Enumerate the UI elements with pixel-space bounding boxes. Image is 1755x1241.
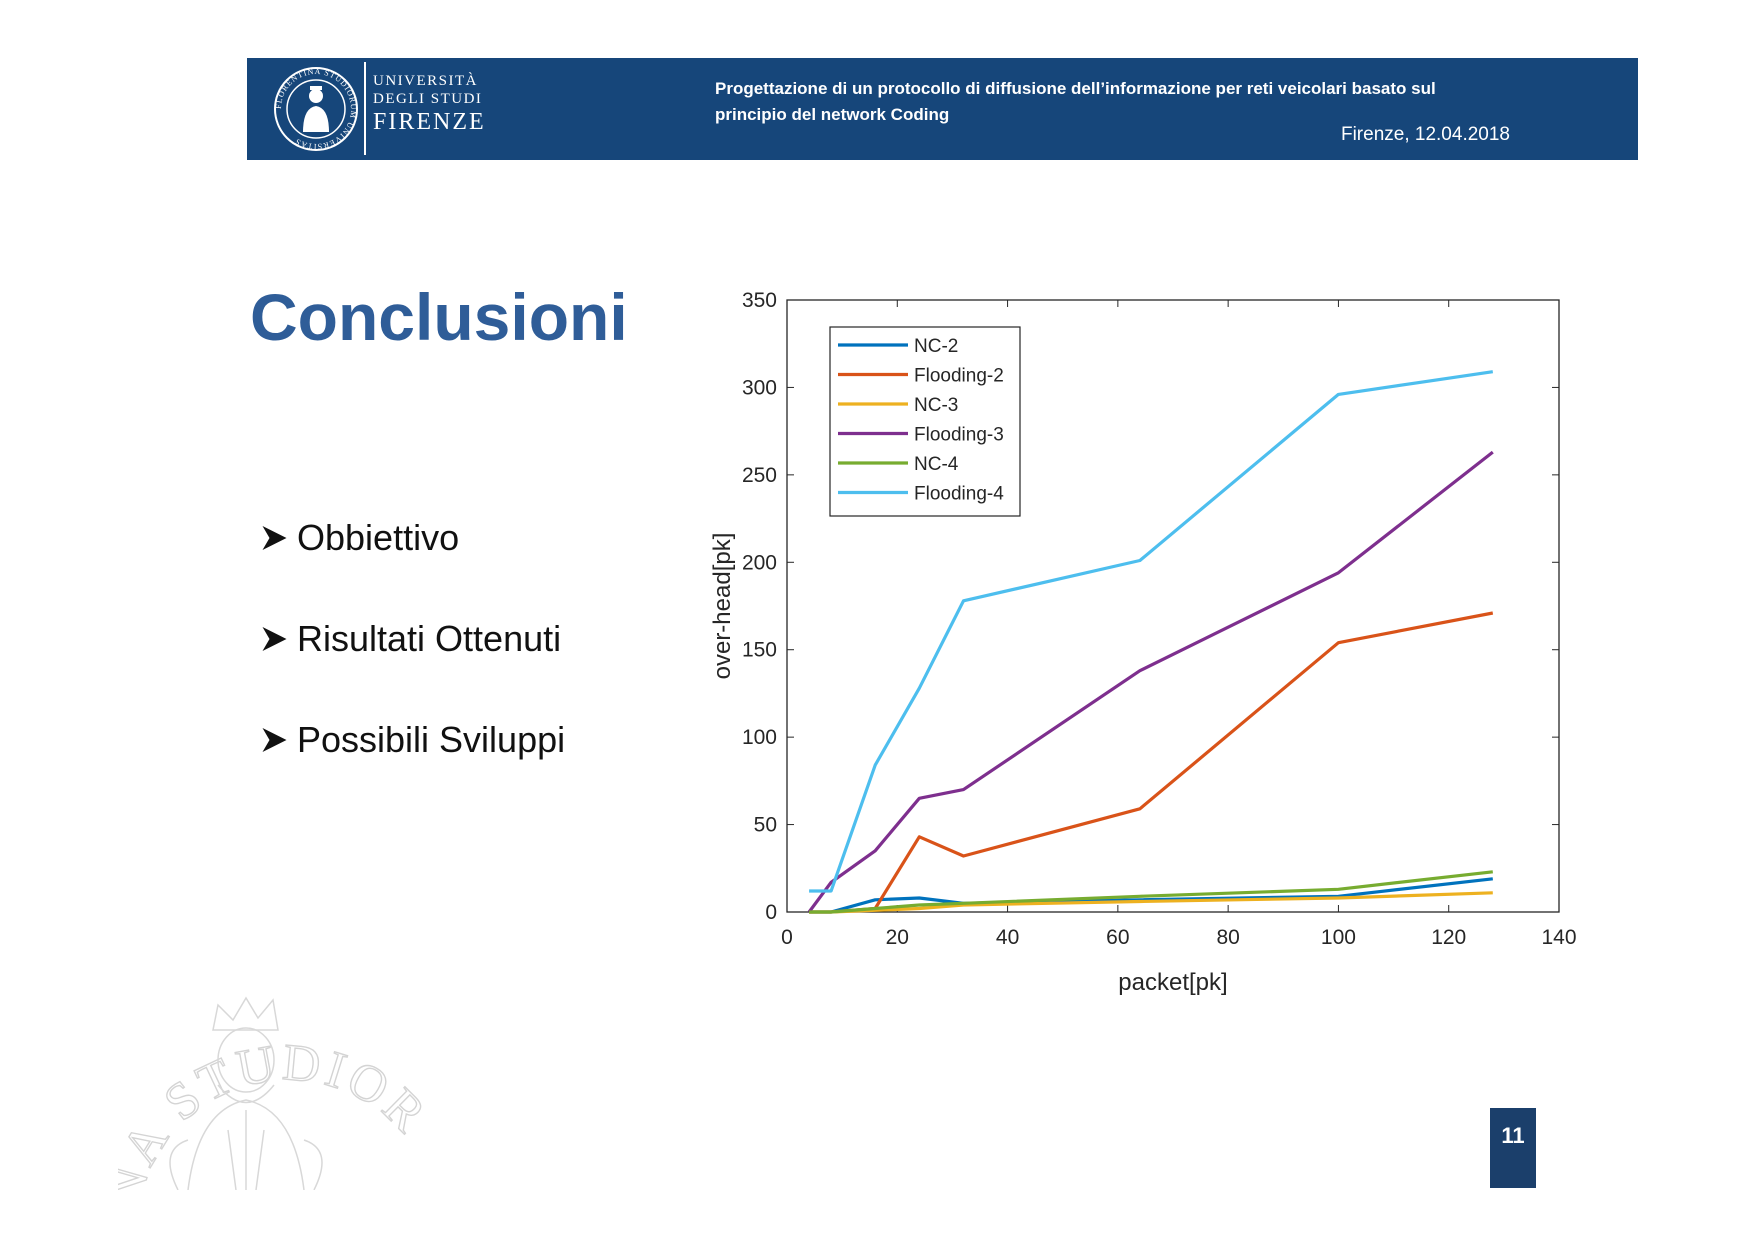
legend-box [829, 326, 1021, 517]
plot-area-frame [786, 299, 1560, 913]
university-name: UNIVERSITÀ DEGLI STUDI FIRENZE [373, 73, 486, 135]
y-tick-label: 0 [765, 901, 777, 924]
university-name-line3: FIRENZE [373, 109, 486, 135]
university-seal-watermark-icon: INA STUDIOR [118, 996, 439, 1190]
y-tick-label: 300 [742, 376, 777, 399]
y-tick-label: 350 [742, 289, 777, 312]
bullet-item: Obbiettivo [252, 520, 565, 621]
x-tick-label: 40 [996, 926, 1019, 949]
y-tick-label: 50 [754, 814, 777, 837]
university-name-line1: UNIVERSITÀ [373, 73, 478, 89]
y-axis-label: over-head[pk] [709, 533, 736, 680]
presentation-title-line1: Progettazione di un protocollo di diffus… [715, 79, 1436, 98]
x-tick-label: 60 [1106, 926, 1129, 949]
x-tick-label: 80 [1216, 926, 1239, 949]
x-tick-label: 0 [781, 926, 793, 949]
bullet-item: Risultati Ottenuti [252, 621, 565, 722]
arrowhead-bullet-icon [262, 526, 287, 550]
legend-entry: Flooding-2 [914, 366, 1004, 387]
presentation-title: Progettazione di un protocollo di diffus… [715, 76, 1535, 128]
presentation-date: Firenze, 12.04.2018 [1340, 124, 1510, 145]
series-line-nc-4 [809, 870, 1493, 914]
x-tick-label: 100 [1321, 926, 1356, 949]
university-name-line2: DEGLI STUDI [373, 91, 483, 107]
y-tick-label: 150 [742, 639, 777, 662]
svg-text:INA STUDIOR: INA STUDIOR [118, 1034, 439, 1190]
x-tick-label: 140 [1541, 926, 1576, 949]
series-line-flooding-3 [807, 450, 1494, 913]
bullet-text: Obbiettivo [297, 517, 460, 558]
y-tick-label: 100 [742, 726, 777, 749]
arrowhead-bullet-icon [262, 627, 287, 651]
page-number: 11 [1490, 1108, 1536, 1188]
legend-entry: Flooding-3 [914, 425, 1004, 446]
y-tick-label: 200 [742, 551, 777, 574]
slide-title: Conclusioni [250, 280, 628, 354]
legend-entry: NC-4 [914, 454, 959, 475]
legend-entry: NC-3 [914, 395, 958, 416]
y-tick-label: 250 [742, 464, 777, 487]
bullet-text: Possibili Sviluppi [297, 719, 566, 760]
university-seal-icon: FLORENTINA STUDIORUM UNIVERSITAS [274, 67, 358, 151]
legend-entry: Flooding-4 [914, 484, 1004, 505]
series-line-flooding-4 [809, 370, 1494, 893]
x-axis-label: packet[pk] [1118, 969, 1227, 996]
x-tick-label: 20 [886, 926, 909, 949]
legend-entry: NC-2 [914, 336, 958, 357]
header-divider [364, 62, 366, 155]
presentation-title-line2: principio del network Coding [715, 105, 950, 124]
bullet-text: Risultati Ottenuti [297, 618, 562, 659]
arrowhead-bullet-icon [262, 728, 287, 752]
x-tick-label: 120 [1431, 926, 1466, 949]
overhead-line-chart: 0 20 40 60 80 100 120 140 0 50 100 150 200 250 300 350 p… [709, 289, 1577, 996]
slide-header: FLORENTINA STUDIORUM UNIVERSITAS UNIVERS… [247, 58, 1638, 160]
bullet-item: Possibili Sviluppi [252, 722, 565, 823]
bullet-list: Obbiettivo Risultati Ottenuti Possibili … [252, 520, 565, 823]
